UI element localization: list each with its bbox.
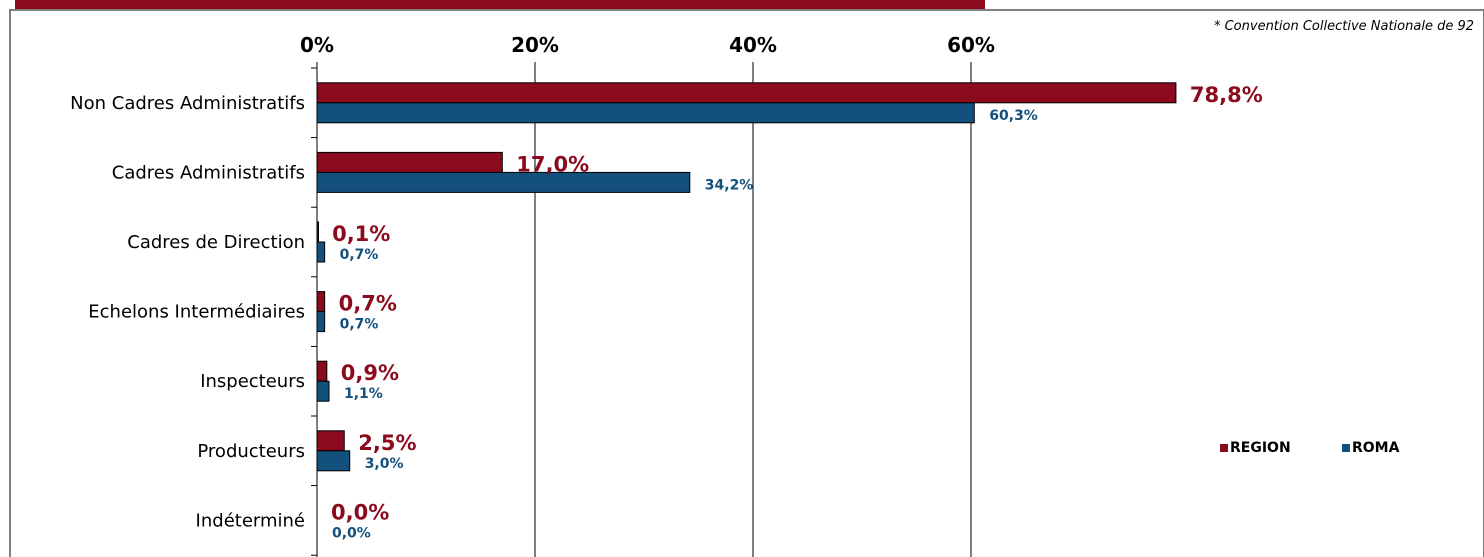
- x-tick-labels: 0% 20% 40% 60%: [300, 33, 995, 57]
- bar-region: [316, 82, 1177, 104]
- category-label: Producteurs: [197, 441, 305, 462]
- footnote: * Convention Collective Nationale de 92: [1213, 19, 1474, 34]
- category-label: Non Cadres Administratifs: [70, 93, 305, 114]
- data-label-region: 2,5%: [358, 431, 416, 455]
- legend-region-swatch: [1220, 444, 1228, 452]
- title-band: [15, 0, 985, 10]
- data-label-roma: 3,0%: [365, 456, 404, 472]
- legend: REGION ROMA: [1220, 440, 1400, 456]
- category-labels: Non Cadres Administratifs Cadres Administ…: [70, 93, 305, 532]
- bar-roma: [316, 102, 975, 124]
- x-tick-label: 40%: [729, 33, 777, 57]
- chart-border: [9, 9, 1484, 557]
- bar-region: [316, 430, 345, 452]
- y-axis: [311, 62, 318, 557]
- data-label-region: 0,9%: [341, 361, 399, 385]
- x-tick-label: 60%: [947, 33, 995, 57]
- legend-roma-swatch: [1342, 444, 1350, 452]
- bar-region: [316, 221, 319, 243]
- data-label-roma: 60,3%: [989, 108, 1038, 124]
- x-tick-label: 20%: [511, 33, 559, 57]
- category-label: Echelons Intermédiaires: [88, 302, 305, 323]
- data-labels: 78,8%60,3%17,0%34,2%0,1%0,7%0,7%0,7%0,9%…: [331, 83, 1263, 542]
- data-label-region: 0,7%: [339, 292, 397, 316]
- bars: [316, 82, 1177, 472]
- data-label-roma: 0,7%: [340, 317, 379, 333]
- data-label-region: 0,0%: [331, 500, 389, 524]
- bar-roma: [316, 450, 351, 472]
- x-tick-label: 0%: [300, 33, 334, 57]
- data-label-region: 0,1%: [332, 222, 390, 246]
- category-label: Cadres de Direction: [127, 232, 305, 253]
- bar-region: [316, 360, 328, 382]
- chart-title: ...: [700, 0, 727, 6]
- bar-roma: [316, 241, 326, 263]
- bar-roma: [316, 171, 691, 193]
- gridlines: [534, 62, 972, 557]
- data-label-roma: 0,7%: [340, 247, 379, 263]
- data-label-roma: 34,2%: [705, 177, 754, 193]
- legend-roma-label: ROMA: [1352, 440, 1400, 456]
- category-label: Inspecteurs: [200, 371, 305, 392]
- data-label-roma: 1,1%: [344, 386, 383, 402]
- category-label: Cadres Administratifs: [112, 162, 305, 183]
- data-label-region: 78,8%: [1190, 83, 1263, 107]
- category-label: Indéterminé: [196, 510, 305, 531]
- data-label-roma: 0,0%: [332, 525, 371, 541]
- bar-region: [316, 291, 326, 313]
- legend-region-label: REGION: [1230, 440, 1291, 456]
- bar-roma: [316, 311, 326, 333]
- bar-roma: [316, 380, 330, 402]
- data-label-region: 17,0%: [516, 152, 589, 176]
- bar-region: [316, 151, 503, 173]
